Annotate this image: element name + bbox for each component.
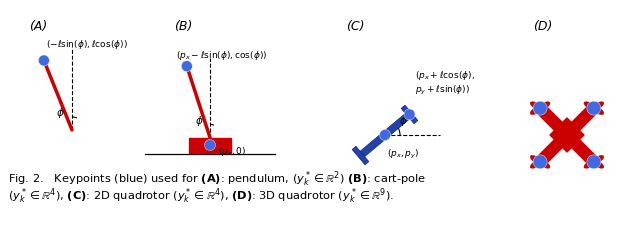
Text: $(y_k^* \in \mathbb{R}^4)$, $\mathbf{(C)}$: 2D quadrotor $(y_k^* \in \mathbb{R}^: $(y_k^* \in \mathbb{R}^4)$, $\mathbf{(C)… [8, 185, 394, 205]
Circle shape [587, 102, 601, 116]
Text: (A): (A) [29, 20, 47, 33]
Ellipse shape [531, 102, 550, 115]
Text: (D): (D) [533, 20, 553, 33]
Text: Fig. 2.   Keypoints (blue) used for $\mathbf{(A)}$: pendulum, $(y_k^* \in \mathb: Fig. 2. Keypoints (blue) used for $\math… [8, 169, 426, 188]
Text: $\phi$: $\phi$ [195, 114, 204, 128]
Ellipse shape [584, 102, 604, 115]
Text: $(p_x, 0)$: $(p_x, 0)$ [218, 144, 246, 157]
Text: $(p_x + \ell\cos(\phi),$
$p_y + \ell\sin(\phi))$: $(p_x + \ell\cos(\phi),$ $p_y + \ell\sin… [415, 68, 474, 97]
Ellipse shape [531, 156, 550, 169]
Text: $\phi$: $\phi$ [399, 113, 407, 127]
Text: $\phi$: $\phi$ [56, 106, 64, 119]
Circle shape [533, 102, 547, 116]
Ellipse shape [584, 156, 604, 169]
Circle shape [181, 61, 193, 72]
Circle shape [587, 155, 601, 169]
Ellipse shape [531, 102, 550, 115]
Polygon shape [550, 119, 584, 152]
Circle shape [404, 109, 415, 120]
Polygon shape [358, 112, 412, 159]
Text: (B): (B) [174, 20, 192, 33]
Polygon shape [352, 147, 369, 165]
Text: (C): (C) [346, 20, 364, 33]
Circle shape [380, 130, 390, 141]
Circle shape [38, 56, 49, 67]
Ellipse shape [531, 156, 550, 169]
Ellipse shape [584, 156, 604, 169]
Circle shape [533, 155, 547, 169]
Polygon shape [401, 106, 418, 124]
Text: $(p_x, p_y)$: $(p_x, p_y)$ [387, 147, 419, 160]
Text: $(p_x - \ell\sin(\phi), \cos(\phi))$: $(p_x - \ell\sin(\phi), \cos(\phi))$ [176, 49, 268, 62]
Circle shape [205, 140, 216, 151]
Ellipse shape [584, 102, 604, 115]
Text: $(-\ell\sin(\phi), \ell\cos(\phi))$: $(-\ell\sin(\phi), \ell\cos(\phi))$ [46, 38, 128, 51]
FancyBboxPatch shape [189, 138, 231, 153]
